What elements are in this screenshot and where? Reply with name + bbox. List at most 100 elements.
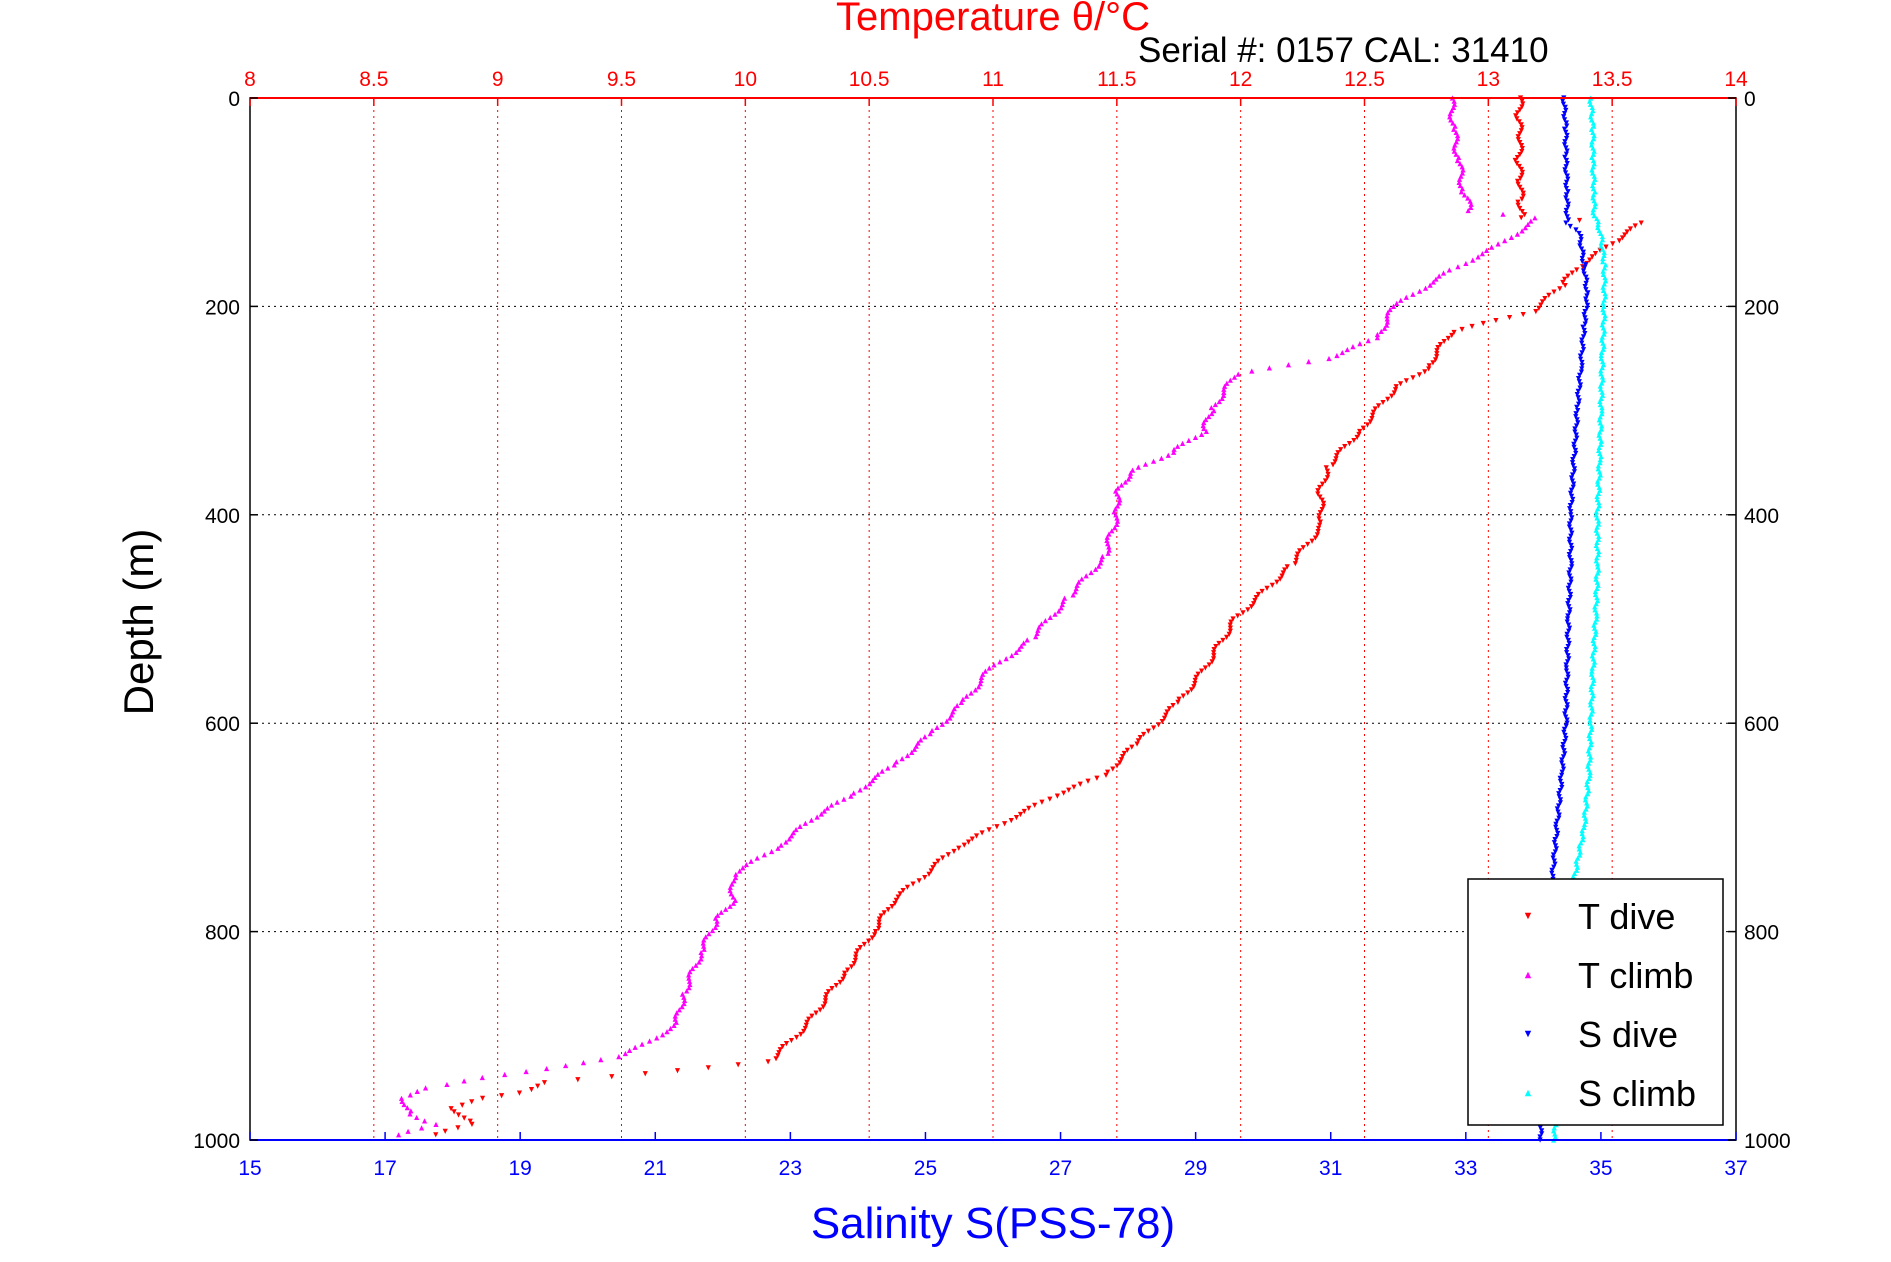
data-point	[639, 1041, 645, 1047]
data-point	[1562, 738, 1568, 745]
data-point	[1599, 408, 1605, 414]
data-point	[743, 861, 749, 868]
data-point	[900, 887, 906, 894]
data-point	[1203, 428, 1209, 435]
data-point	[499, 1093, 505, 1099]
data-point	[1559, 781, 1565, 788]
data-point	[1512, 157, 1518, 164]
data-point	[1151, 725, 1157, 731]
data-point	[1557, 775, 1563, 781]
data-point	[1583, 274, 1589, 280]
data-point	[1592, 604, 1598, 610]
data-point	[1315, 529, 1321, 535]
data-point	[934, 724, 940, 730]
data-point	[718, 909, 724, 915]
data-point	[727, 903, 733, 909]
data-point	[885, 765, 891, 771]
data-point	[1450, 120, 1456, 126]
data-point	[1517, 151, 1523, 158]
data-point	[1564, 705, 1570, 711]
data-point	[1560, 742, 1566, 748]
data-point	[1514, 110, 1521, 116]
data-point	[1563, 211, 1569, 217]
data-point	[1585, 290, 1591, 296]
data-point	[1561, 748, 1567, 754]
data-point	[1384, 316, 1390, 322]
data-point	[1456, 176, 1463, 182]
salinity-tick-label: 37	[1724, 1157, 1747, 1180]
data-point	[1520, 101, 1526, 107]
data-point	[1212, 401, 1219, 408]
data-point	[1305, 541, 1311, 548]
data-point	[1565, 273, 1571, 279]
data-point	[455, 1125, 461, 1131]
data-point	[1577, 353, 1584, 359]
data-point	[1117, 497, 1123, 503]
data-point	[622, 1050, 628, 1057]
data-point	[421, 1118, 428, 1124]
data-point	[1518, 122, 1524, 128]
data-point	[1559, 784, 1565, 791]
data-point	[1594, 539, 1600, 545]
data-point	[780, 1044, 786, 1050]
data-point	[1210, 656, 1217, 662]
data-point	[986, 665, 992, 671]
data-point	[940, 855, 946, 861]
data-point	[1103, 772, 1109, 778]
data-point	[1568, 509, 1574, 515]
data-point	[459, 1102, 465, 1108]
data-point	[1513, 113, 1519, 119]
data-point	[1563, 195, 1569, 201]
data-point	[1591, 659, 1598, 665]
data-point	[1602, 274, 1608, 281]
temperature-tick-label: 14	[1724, 68, 1748, 91]
data-point	[822, 1001, 828, 1007]
data-point	[1553, 846, 1559, 852]
data-point	[1561, 126, 1568, 132]
data-point	[407, 1092, 413, 1098]
data-point	[1568, 591, 1574, 598]
data-point	[1013, 649, 1019, 655]
data-point	[1588, 754, 1594, 760]
data-point	[733, 871, 739, 877]
data-point	[1520, 193, 1526, 199]
data-point	[769, 848, 775, 855]
data-point	[1035, 627, 1041, 633]
data-point	[866, 938, 872, 944]
data-point	[1567, 503, 1573, 509]
data-point	[1592, 588, 1599, 595]
data-point	[1451, 145, 1457, 151]
data-point	[1118, 482, 1125, 488]
data-point	[1582, 331, 1588, 337]
data-point	[1579, 827, 1585, 834]
data-point	[1432, 357, 1439, 363]
data-point	[1315, 525, 1322, 532]
data-point	[979, 830, 985, 836]
data-point	[1581, 271, 1587, 277]
data-point	[1563, 665, 1569, 671]
data-point	[1332, 459, 1338, 465]
data-point	[986, 827, 992, 833]
data-point	[1422, 369, 1428, 375]
data-point	[1208, 404, 1214, 411]
data-point	[1563, 136, 1570, 142]
data-point	[1211, 653, 1217, 659]
data-point	[1560, 745, 1566, 751]
data-point	[1285, 362, 1292, 368]
data-point	[1111, 509, 1117, 515]
data-point	[1221, 389, 1227, 395]
data-point	[944, 718, 950, 724]
data-point	[1430, 360, 1436, 366]
data-point	[1269, 582, 1275, 588]
depth-tick-label-right: 200	[1744, 296, 1779, 319]
data-point	[817, 1007, 823, 1013]
data-point	[918, 737, 924, 743]
data-point	[1568, 518, 1574, 524]
data-point	[1598, 352, 1604, 359]
data-point	[1447, 111, 1453, 117]
data-point	[1569, 561, 1575, 567]
data-point	[1104, 769, 1111, 775]
data-point	[1519, 146, 1525, 152]
data-point	[1562, 732, 1568, 739]
data-point	[1599, 374, 1606, 380]
